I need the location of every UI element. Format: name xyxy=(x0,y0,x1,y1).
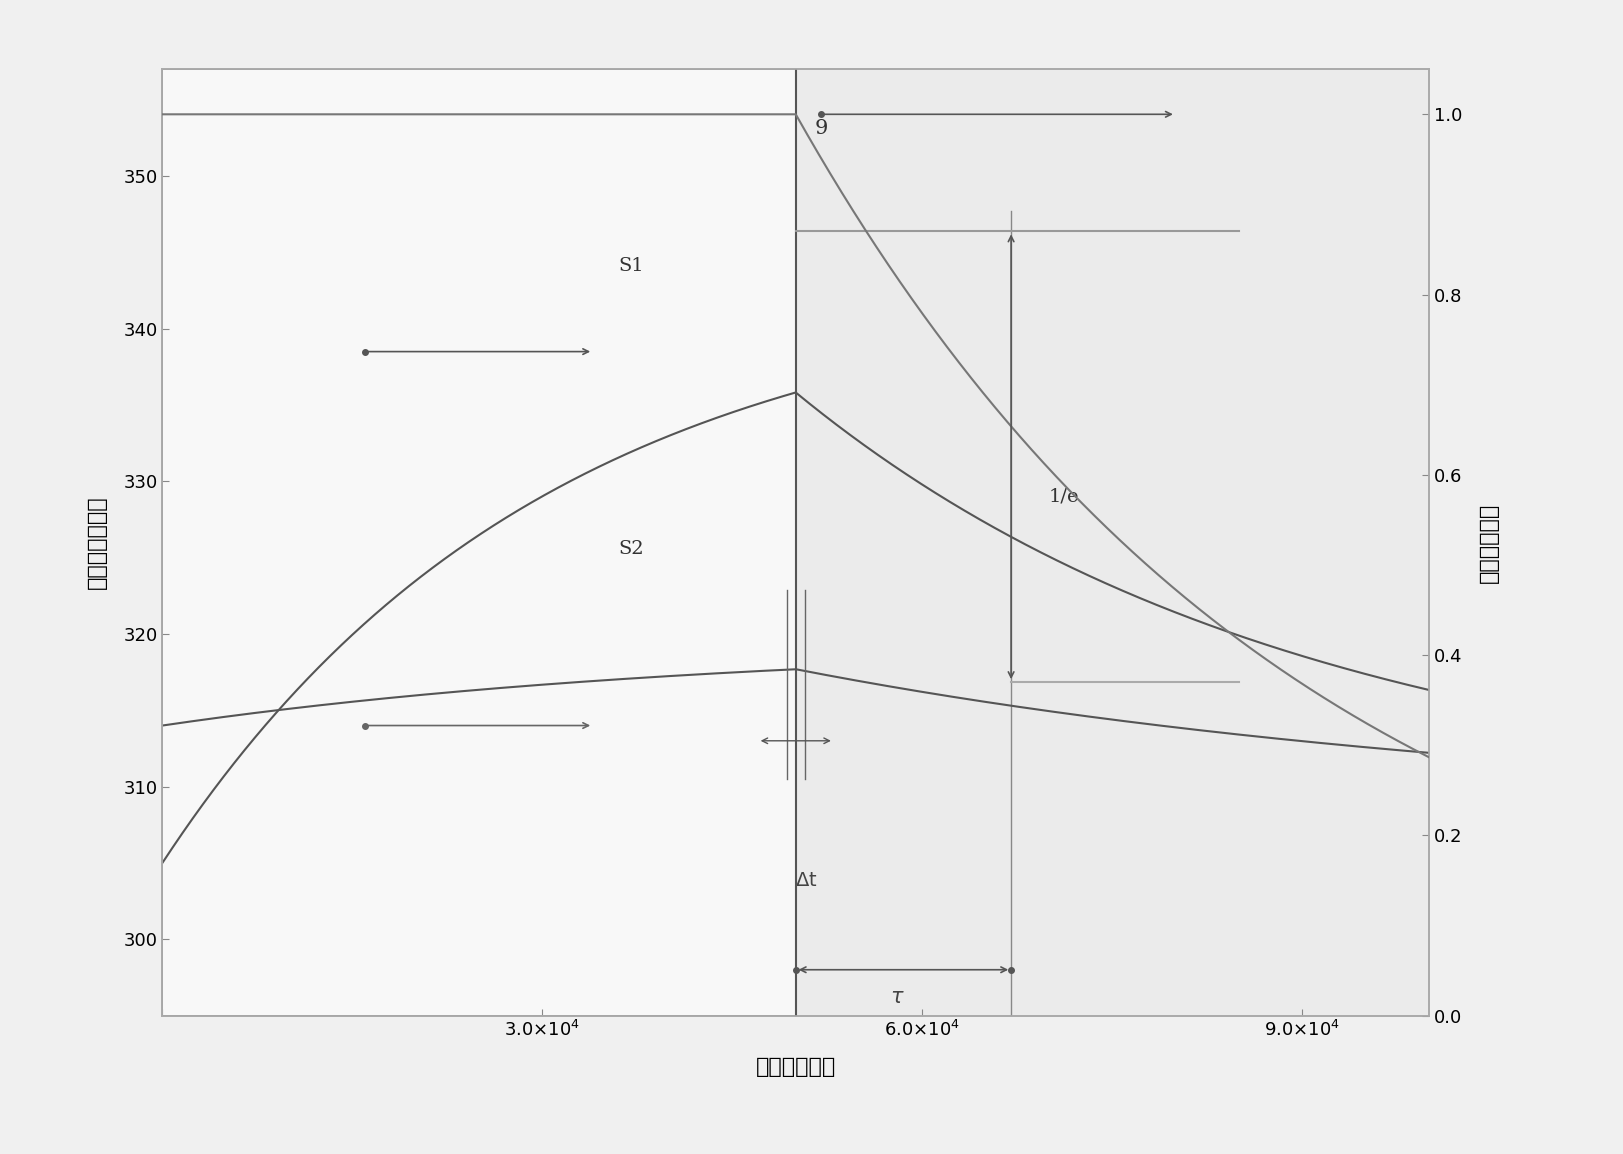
Bar xyxy=(795,69,1428,1016)
Text: $\Delta$t: $\Delta$t xyxy=(794,870,816,890)
Text: S1: S1 xyxy=(618,257,644,276)
X-axis label: 时间（纳秒）: 时间（纳秒） xyxy=(755,1057,836,1077)
Bar xyxy=(162,69,795,1016)
Text: 9: 9 xyxy=(815,119,828,138)
Text: $\tau$: $\tau$ xyxy=(889,988,904,1007)
Y-axis label: 功率（瓦特）: 功率（瓦特） xyxy=(1479,502,1498,583)
Text: S2: S2 xyxy=(618,540,644,557)
Bar xyxy=(162,69,795,1016)
Y-axis label: 温度（开尔文）: 温度（开尔文） xyxy=(86,495,107,590)
Text: 1/e: 1/e xyxy=(1048,488,1079,505)
